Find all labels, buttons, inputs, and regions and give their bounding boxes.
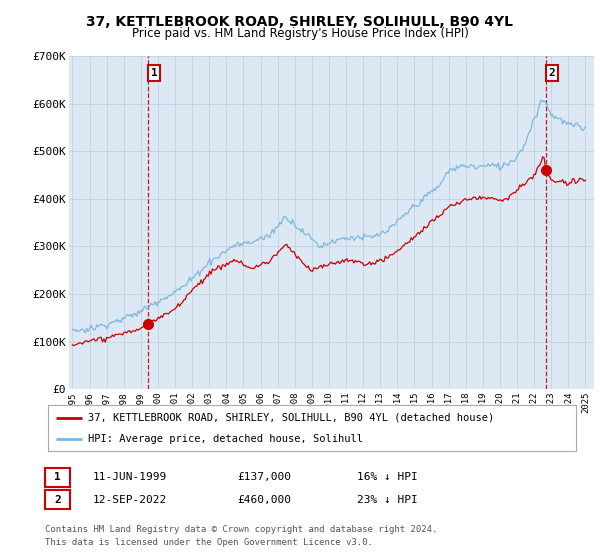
Text: 1: 1 — [151, 68, 158, 78]
Text: 2: 2 — [548, 68, 555, 78]
Text: HPI: Average price, detached house, Solihull: HPI: Average price, detached house, Soli… — [88, 435, 362, 444]
Text: 37, KETTLEBROOK ROAD, SHIRLEY, SOLIHULL, B90 4YL: 37, KETTLEBROOK ROAD, SHIRLEY, SOLIHULL,… — [86, 15, 514, 29]
Text: 16% ↓ HPI: 16% ↓ HPI — [357, 472, 418, 482]
Text: £137,000: £137,000 — [237, 472, 291, 482]
Text: Contains HM Land Registry data © Crown copyright and database right 2024.
This d: Contains HM Land Registry data © Crown c… — [45, 525, 437, 547]
Text: 23% ↓ HPI: 23% ↓ HPI — [357, 494, 418, 505]
Text: 37, KETTLEBROOK ROAD, SHIRLEY, SOLIHULL, B90 4YL (detached house): 37, KETTLEBROOK ROAD, SHIRLEY, SOLIHULL,… — [88, 413, 494, 423]
Text: 12-SEP-2022: 12-SEP-2022 — [93, 494, 167, 505]
Text: 11-JUN-1999: 11-JUN-1999 — [93, 472, 167, 482]
Text: £460,000: £460,000 — [237, 494, 291, 505]
Text: 2: 2 — [54, 494, 61, 505]
Text: 1: 1 — [54, 472, 61, 482]
Text: Price paid vs. HM Land Registry's House Price Index (HPI): Price paid vs. HM Land Registry's House … — [131, 27, 469, 40]
